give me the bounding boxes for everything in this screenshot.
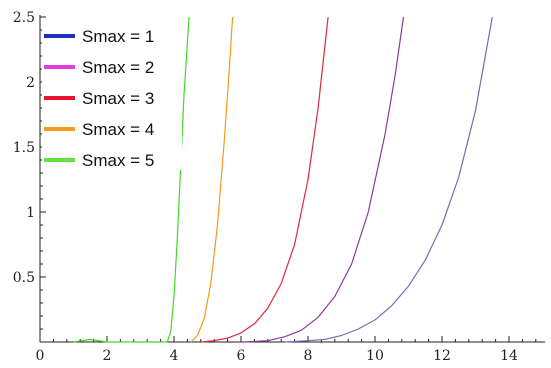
x-tick-label: 6 [237,348,246,364]
series-line-smax-2 [244,16,405,343]
series-line-smax-4 [190,16,234,343]
series-line-smax-3 [200,16,329,343]
series-line-smax-1 [284,16,493,343]
y-tick-label: 2 [26,75,35,91]
x-tick-label: 14 [500,348,518,364]
x-tick-label: 4 [170,348,179,364]
legend-label: Smax = 3 [82,89,154,108]
legend: Smax = 1 Smax = 2 Smax = 3 Smax = 4 Smax = 5 [42,18,182,170]
y-tick-label: 1 [26,205,35,221]
y-tick-label: 0.5 [13,270,35,286]
legend-label: Smax = 2 [82,58,154,77]
legend-label: Smax = 4 [82,120,154,139]
axes: 0 2 4 6 8 10 12 14 0.5 1 1.5 2 2.5 [13,10,545,364]
series-layer [73,16,493,343]
legend-label: Smax = 5 [82,151,154,170]
legend-background [42,18,182,170]
series-line-smax-5 [73,16,190,343]
legend-label: Smax = 1 [82,27,154,46]
x-tick-label: 10 [366,348,384,364]
x-tick-label: 2 [103,348,112,364]
y-tick-label: 1.5 [13,140,35,156]
y-tick-label: 2.5 [13,10,35,26]
x-tick-label: 0 [36,348,45,364]
x-tick-label: 12 [433,348,451,364]
x-tick-label: 8 [304,348,313,364]
